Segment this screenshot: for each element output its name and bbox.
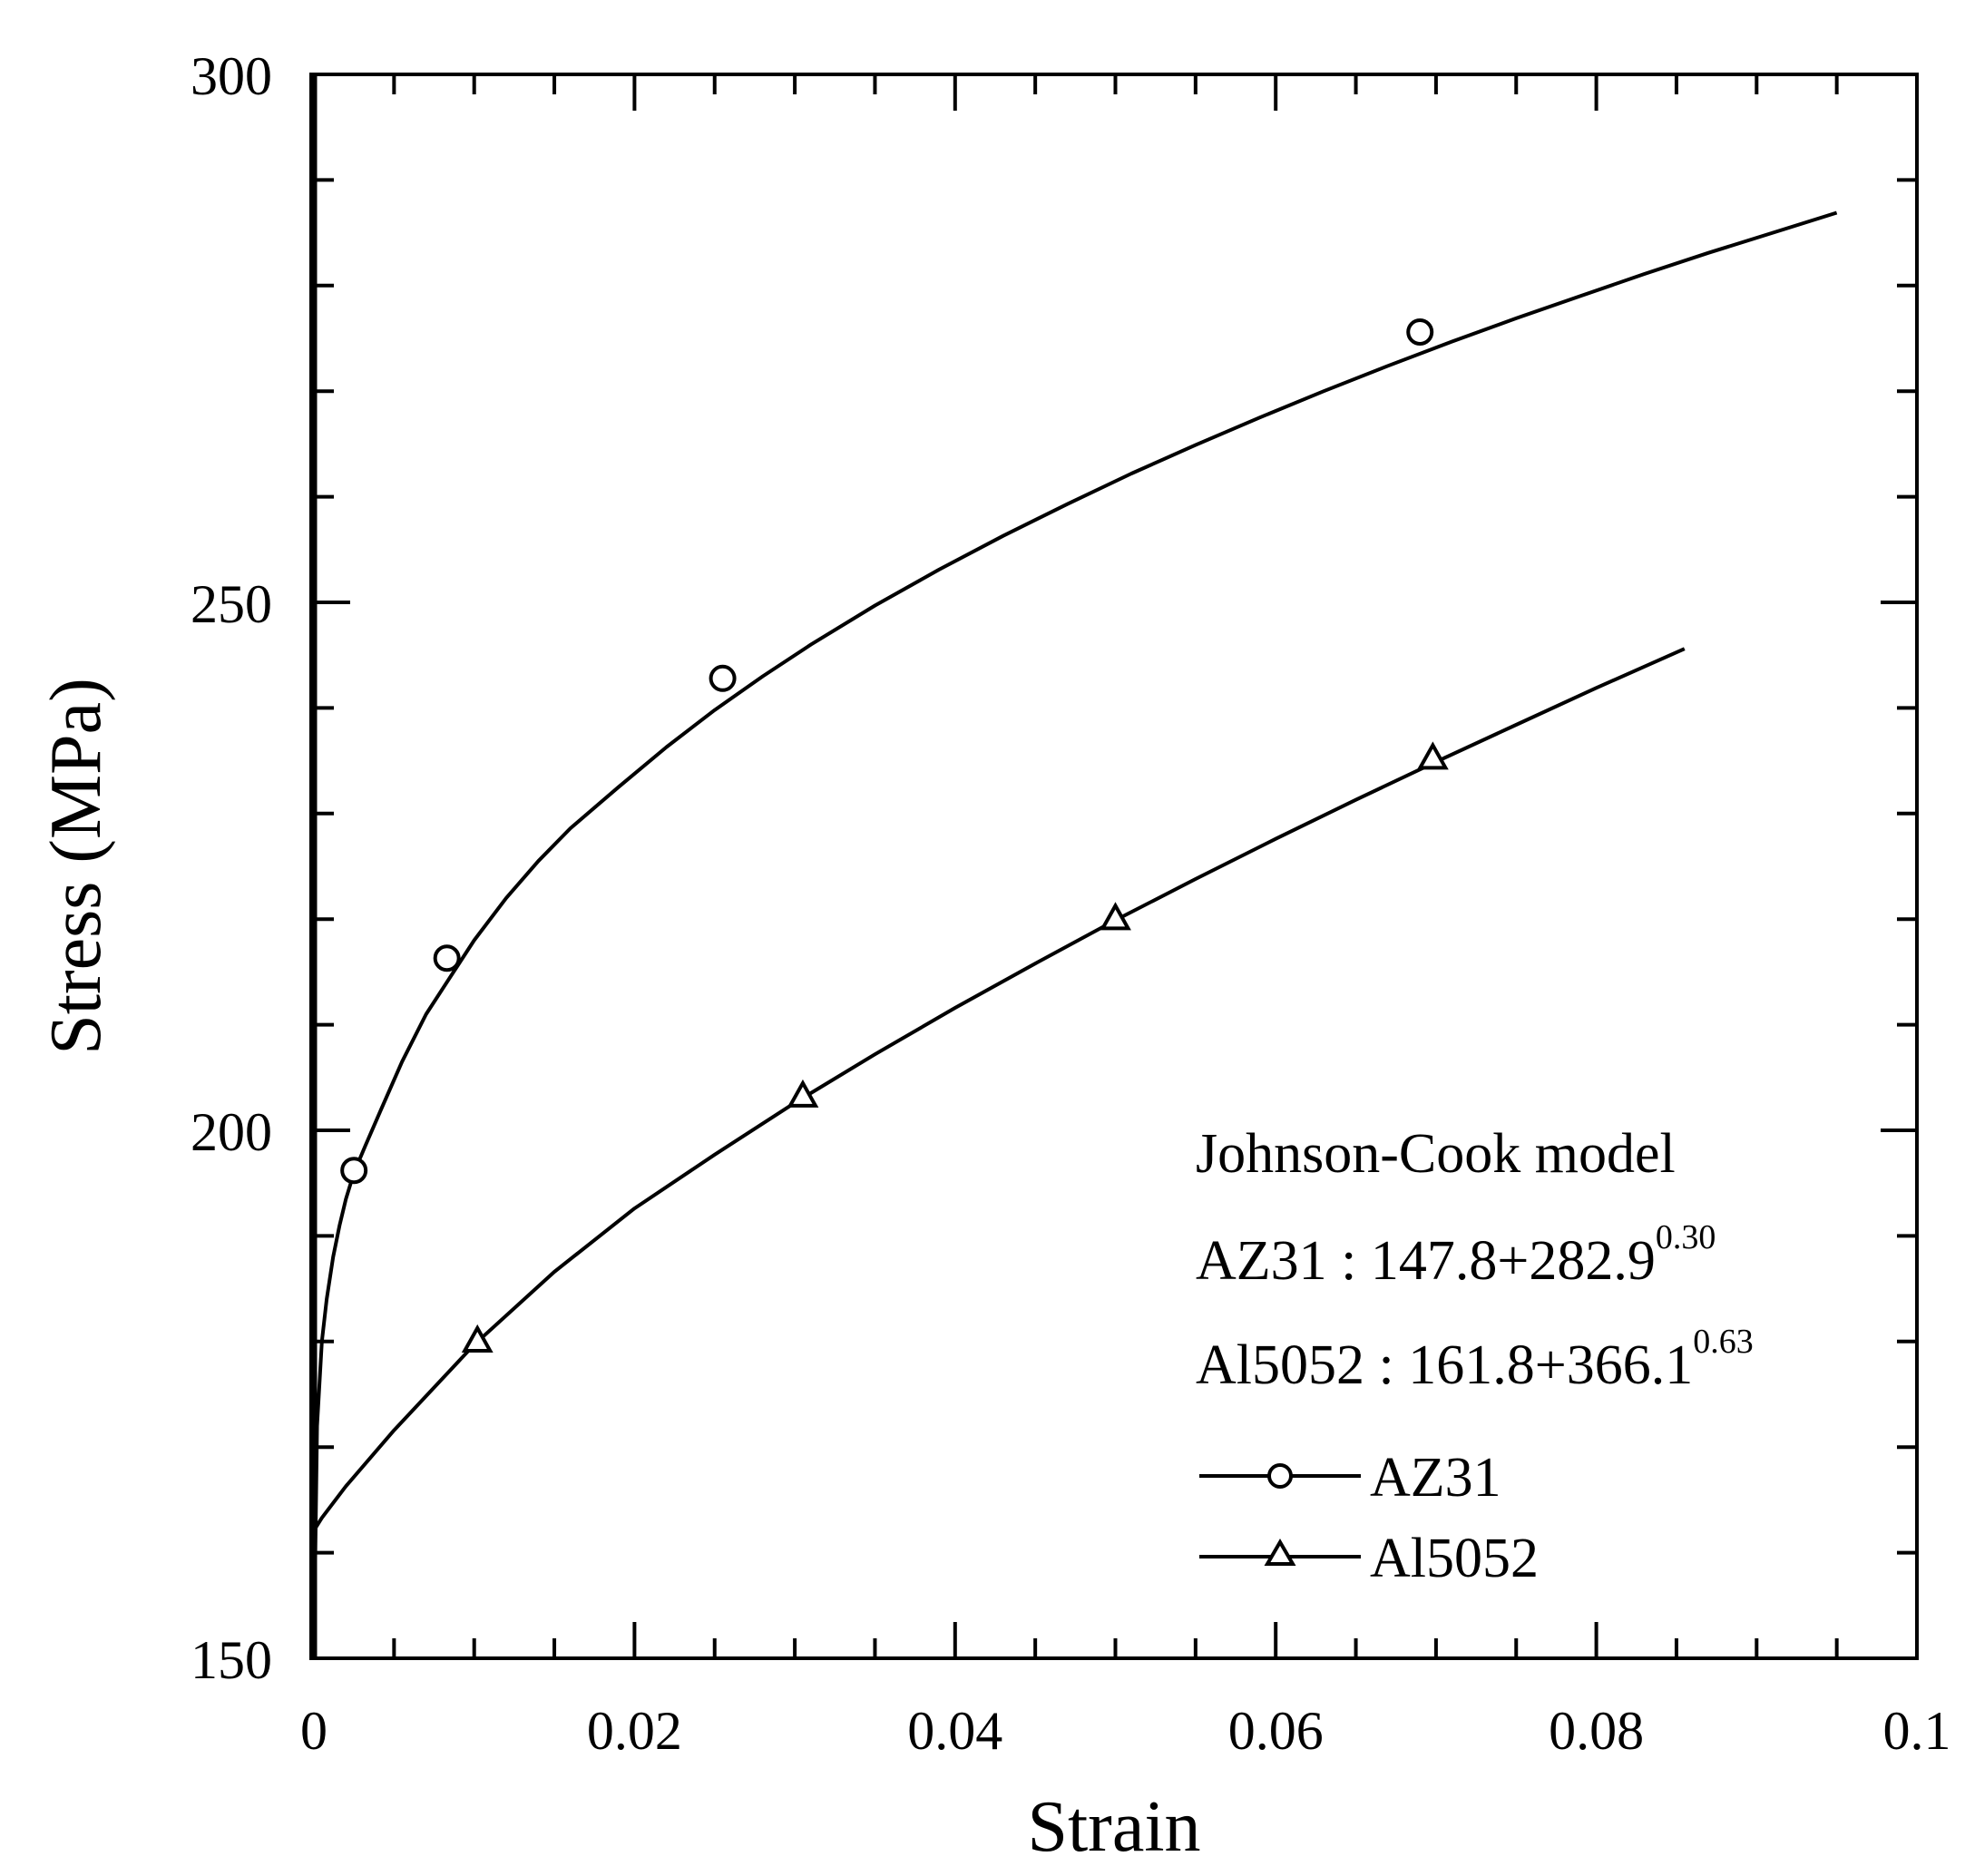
annotation-eq-al5052-exp: 0.63	[1693, 1323, 1754, 1361]
x-tick-label: 0.06	[1228, 1701, 1324, 1761]
legend-entry-az31: AZ31	[1199, 1447, 1501, 1509]
legend-label-al5052: Al5052	[1370, 1528, 1539, 1589]
legend-entry-al5052: Al5052	[1199, 1528, 1539, 1589]
axis-tick-labels: 150 200 250 300 0 0.02 0.04 0.06 0.08 0.1	[191, 46, 1951, 1761]
y-tick-label: 150	[191, 1630, 272, 1690]
axis-ticks	[312, 73, 1919, 1660]
x-tick-label: 0	[300, 1701, 328, 1761]
legend-label-az31: AZ31	[1370, 1447, 1501, 1509]
data-point-al5052	[461, 1324, 494, 1353]
x-tick-label: 0.02	[587, 1701, 682, 1761]
y-axis-title: Stress (MPa)	[36, 678, 116, 1055]
y-tick-label: 300	[191, 46, 272, 106]
data-point-az31	[340, 1157, 368, 1185]
series-line-az31	[312, 210, 1838, 1659]
annotation-eq-az31-base: AZ31 : 147.8+282.9	[1196, 1230, 1656, 1292]
series-layer	[312, 210, 1838, 1659]
legend-marker-az31	[1267, 1463, 1293, 1489]
y-tick-label: 200	[191, 1102, 272, 1162]
data-point-al5052	[1416, 741, 1449, 770]
data-point-al5052	[1100, 902, 1131, 931]
legend-marker-al5052	[1264, 1539, 1296, 1566]
x-tick-label: 0.04	[907, 1701, 1002, 1761]
data-point-az31	[709, 664, 737, 692]
series-az31	[312, 210, 1838, 1659]
x-axis-title: Strain	[1027, 1787, 1200, 1867]
annotation-block: Johnson-Cook model AZ31 : 147.8+282.90.3…	[1196, 1123, 1754, 1396]
legend: AZ31 Al5052	[1199, 1447, 1539, 1589]
annotation-title: Johnson-Cook model	[1196, 1123, 1676, 1185]
annotation-eq-al5052: Al5052 : 161.8+366.10.63	[1196, 1323, 1754, 1396]
data-point-al5052	[787, 1079, 819, 1108]
annotation-eq-az31-exp: 0.30	[1656, 1218, 1716, 1256]
x-tick-label: 0.08	[1549, 1701, 1644, 1761]
annotation-eq-al5052-base: Al5052 : 161.8+366.1	[1196, 1334, 1693, 1396]
x-tick-label: 0.1	[1883, 1701, 1951, 1761]
series-al5052	[312, 647, 1686, 1532]
data-point-az31	[1406, 318, 1434, 347]
y-tick-label: 250	[191, 574, 272, 634]
annotation-eq-az31: AZ31 : 147.8+282.90.30	[1196, 1218, 1716, 1292]
data-point-az31	[433, 944, 461, 972]
